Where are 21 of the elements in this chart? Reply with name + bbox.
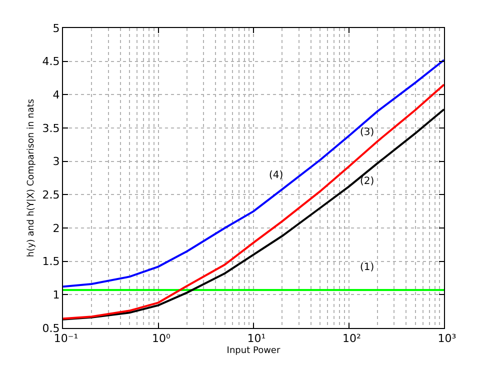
x-tick-label: 10⁰ xyxy=(152,332,172,346)
y-tick-label: 4.5 xyxy=(42,55,60,68)
y-tick-label: 0.5 xyxy=(42,322,60,335)
y-tick-label: 2 xyxy=(52,222,60,235)
x-tick-label: 10² xyxy=(342,332,361,346)
x-tick-label: 10¹ xyxy=(247,332,266,346)
annotation: (3) xyxy=(360,127,374,138)
y-tick-label: 3.5 xyxy=(42,122,60,135)
y-tick-label: 2.5 xyxy=(42,188,60,202)
y-tick-label: 1.5 xyxy=(42,255,60,268)
annotation: (4) xyxy=(269,170,284,181)
annotation: (2) xyxy=(360,176,374,187)
y-tick-label: 4 xyxy=(52,88,60,102)
annotation: (1) xyxy=(360,262,374,273)
y-axis-title: h(y) and h(Y|X) Comparison in nats xyxy=(26,98,37,258)
x-axis-title: Input Power xyxy=(226,346,280,356)
y-tick-label: 1 xyxy=(52,288,60,302)
x-tick-label: 10³ xyxy=(438,332,456,346)
y-tick-label: 3 xyxy=(52,155,60,168)
x-tick-label: 10⁻¹ xyxy=(54,332,78,346)
y-tick-label: 5 xyxy=(52,22,60,35)
